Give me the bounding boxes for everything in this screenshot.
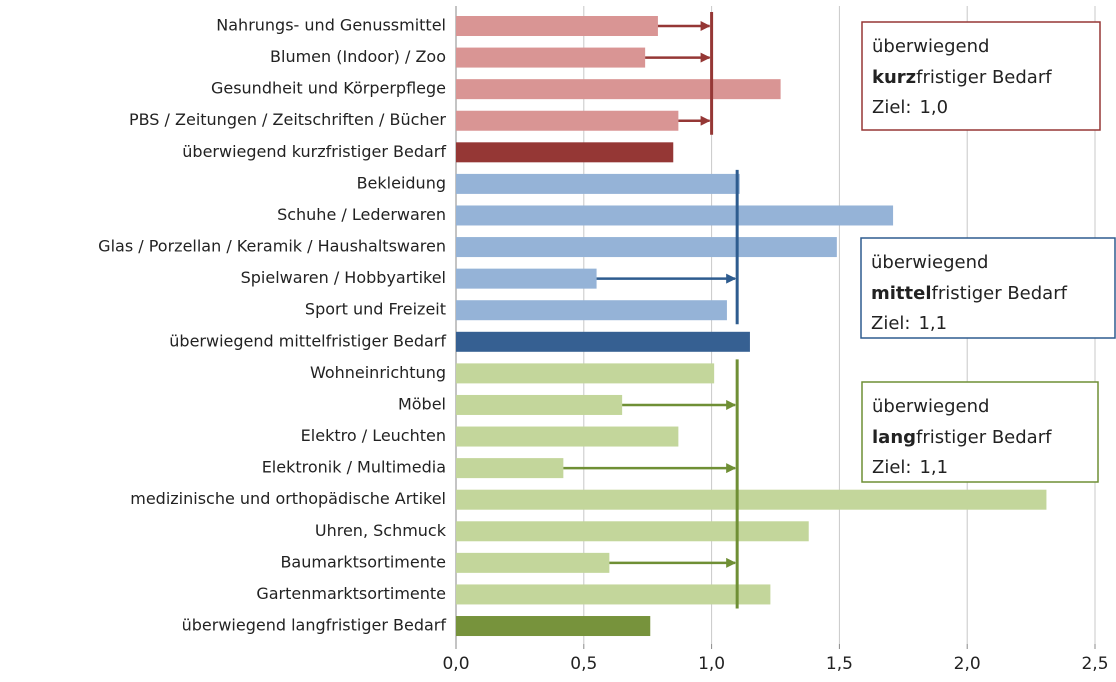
category-label: Glas / Porzellan / Keramik / Haushaltswa… — [98, 237, 446, 256]
bar — [456, 363, 715, 384]
bar — [456, 426, 679, 447]
category-label: Bekleidung — [357, 173, 446, 192]
x-tick-label: 1,5 — [826, 654, 853, 674]
category-label: Elektro / Leuchten — [301, 426, 446, 445]
box-rest: fristiger Bedarf — [916, 427, 1052, 448]
category-label: Möbel — [398, 394, 446, 413]
x-tick-label: 1,0 — [698, 654, 725, 674]
category-label: Gartenmarktsortimente — [256, 584, 446, 603]
box-bold: mittel — [871, 283, 932, 304]
category-label: Baumarktsortimente — [280, 552, 446, 571]
x-tick-label: 2,0 — [954, 654, 981, 674]
bar — [456, 300, 727, 321]
category-label: überwiegend kurzfristiger Bedarf — [182, 142, 446, 161]
bar — [456, 237, 837, 258]
box-line: überwiegend — [871, 252, 988, 273]
box-frame — [860, 237, 1116, 339]
total-bar — [456, 142, 674, 163]
x-tick-label: 0,5 — [570, 654, 597, 674]
bar — [456, 268, 597, 289]
box-frame — [861, 21, 1101, 131]
bar — [456, 394, 623, 415]
bar — [456, 110, 679, 131]
category-label: Gesundheit und Körperpflege — [211, 79, 446, 98]
box-bold: kurz — [872, 67, 916, 88]
bar — [456, 552, 610, 573]
box-target: 1,0 — [919, 97, 948, 118]
box-rest: fristiger Bedarf — [932, 283, 1068, 304]
bar — [456, 489, 1047, 510]
category-label: Uhren, Schmuck — [315, 521, 447, 540]
legend-box: überwiegend mittelfristiger Bedarf Ziel: 1,… — [860, 237, 1116, 339]
category-label: medizinische und orthopädische Artikel — [130, 489, 446, 508]
bar — [456, 458, 564, 479]
bar — [456, 173, 740, 194]
bar — [456, 584, 771, 605]
category-label: Spielwaren / Hobbyartikel — [241, 268, 446, 287]
box-line: Ziel: 1,1 — [872, 457, 948, 478]
box-line: kurzfristiger Bedarf — [872, 67, 1052, 88]
category-label: Nahrungs- und Genussmittel — [216, 16, 446, 35]
total-bar — [456, 331, 750, 352]
category-label: Sport und Freizeit — [305, 300, 446, 319]
box-goal: Ziel: — [871, 313, 910, 334]
category-label: Wohneinrichtung — [310, 363, 446, 382]
box-line: überwiegend — [872, 396, 989, 417]
box-frame — [861, 381, 1099, 483]
x-tick-label: 2,5 — [1081, 654, 1108, 674]
box-goal: Ziel: — [872, 457, 911, 478]
box-line: langfristiger Bedarf — [872, 427, 1052, 448]
category-label: Blumen (Indoor) / Zoo — [270, 47, 446, 66]
box-line: mittelfristiger Bedarf — [871, 283, 1068, 304]
box-goal: Ziel: — [872, 97, 911, 118]
category-label: überwiegend mittelfristiger Bedarf — [169, 331, 446, 350]
bar — [456, 16, 658, 36]
box-target: 1,1 — [918, 313, 947, 334]
box-target: 1,1 — [919, 457, 948, 478]
bar — [456, 521, 809, 542]
category-label: überwiegend langfristiger Bedarf — [182, 616, 447, 635]
bar — [456, 47, 646, 68]
category-label: Elektronik / Multimedia — [262, 458, 446, 477]
x-tick-label: 0,0 — [442, 654, 469, 674]
category-label: Schuhe / Lederwaren — [277, 205, 446, 224]
bar — [456, 205, 894, 226]
box-bold: lang — [872, 427, 916, 448]
box-line: Ziel: 1,0 — [872, 97, 948, 118]
box-rest: fristiger Bedarf — [916, 67, 1052, 88]
box-line: Ziel: 1,1 — [871, 313, 947, 334]
box-line: überwiegend — [872, 36, 989, 57]
bar — [456, 79, 781, 100]
category-label: PBS / Zeitungen / Zeitschriften / Bücher — [129, 110, 446, 129]
total-bar — [456, 616, 651, 637]
